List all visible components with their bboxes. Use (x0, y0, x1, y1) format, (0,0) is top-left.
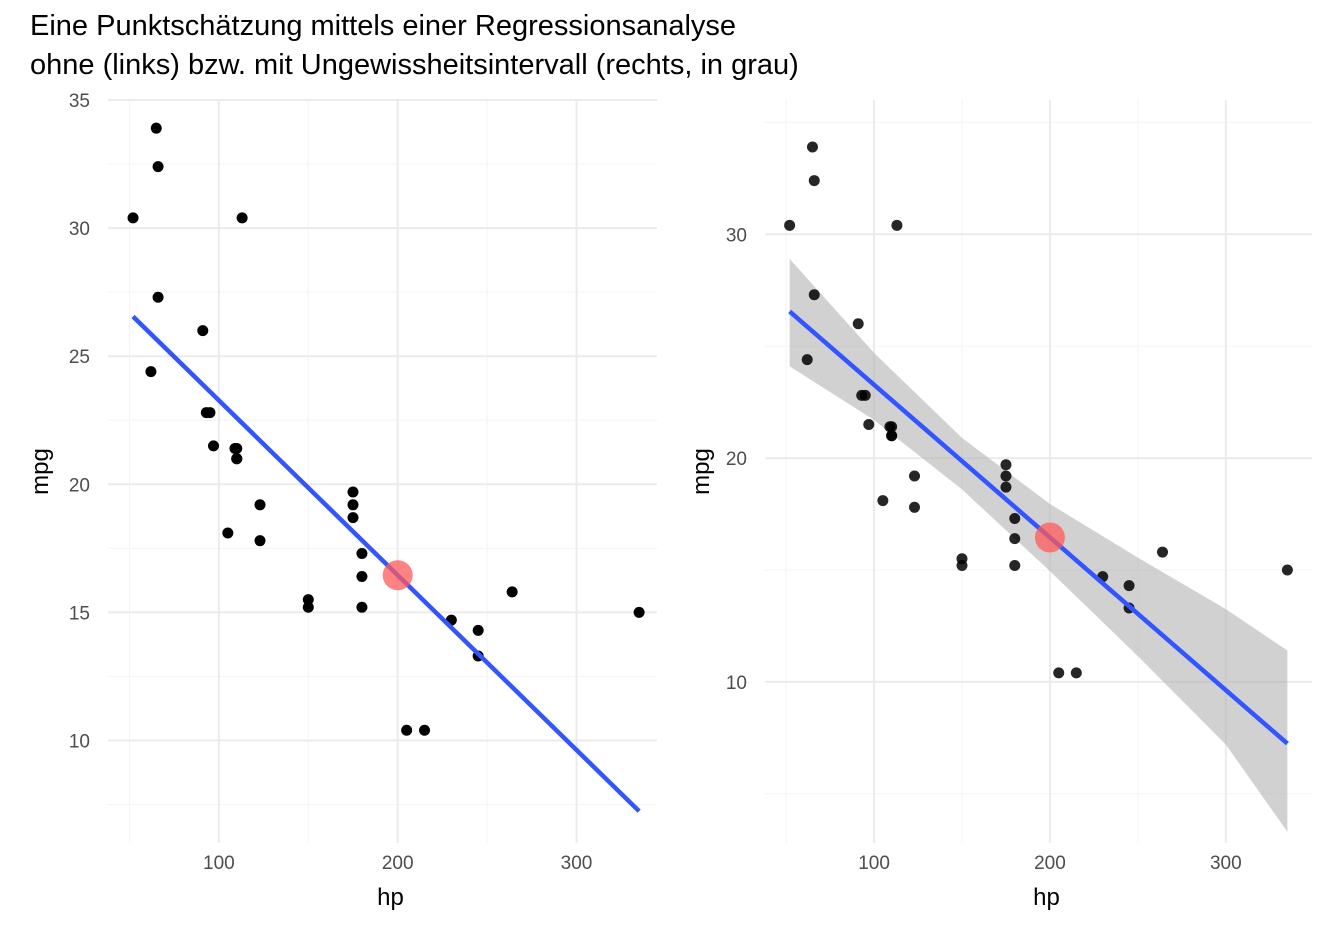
data-point (806, 141, 818, 153)
chart-title-line-2: ohne (links) bzw. mit Ungewissheitsinter… (30, 49, 799, 81)
data-point (1123, 580, 1135, 592)
y-tick-label: 30 (726, 225, 747, 246)
y-axis-title: mpg (27, 448, 54, 495)
data-point (152, 291, 164, 303)
y-tick-label: 10 (726, 673, 747, 694)
data-point (472, 624, 484, 636)
data-point (877, 495, 889, 507)
data-point (236, 212, 248, 224)
data-point (886, 430, 898, 442)
y-tick-label: 25 (69, 347, 90, 368)
data-point (1009, 559, 1021, 571)
data-point (204, 407, 216, 419)
data-point (347, 499, 359, 511)
data-point (401, 724, 413, 736)
data-point (231, 453, 243, 465)
point-estimate-marker (382, 560, 413, 591)
y-axis-title: mpg (688, 448, 715, 495)
data-point (801, 354, 813, 366)
y-tick-label: 20 (69, 475, 90, 496)
regression-line (788, 309, 1289, 746)
data-point (229, 442, 241, 454)
data-point (859, 389, 871, 401)
data-point (1000, 470, 1012, 482)
data-point (891, 219, 903, 231)
data-point (347, 512, 359, 524)
panel-left: 100 200 300 10 15 20 25 30 35 hp mpg (27, 91, 657, 911)
y-tick-label: 35 (69, 91, 90, 112)
data-point (909, 501, 921, 513)
data-point (1009, 512, 1021, 524)
data-point (127, 212, 139, 224)
data-point (863, 419, 875, 431)
data-point (1281, 564, 1293, 576)
regression-line (131, 314, 641, 813)
x-tick-label: 300 (1210, 853, 1242, 874)
data-point (356, 547, 368, 559)
x-axis-title: hp (1033, 884, 1060, 911)
data-point (208, 440, 220, 452)
data-point (419, 724, 431, 736)
data-point (1000, 481, 1012, 493)
x-tick-label: 200 (382, 853, 414, 874)
data-point (197, 325, 209, 337)
chart-title-line-1: Eine Punktschätzung mittels einer Regres… (30, 10, 737, 42)
y-tick-label: 15 (69, 603, 90, 624)
panel-right: 100 200 300 10 20 30 hp mpg (688, 100, 1312, 911)
data-point (356, 601, 368, 613)
data-point (1009, 533, 1021, 545)
data-point (254, 535, 266, 547)
data-point (633, 606, 645, 618)
y-tick-label: 10 (69, 732, 90, 753)
data-point (222, 527, 234, 539)
x-tick-label: 200 (1034, 853, 1066, 874)
point-estimate-marker (1034, 522, 1065, 553)
y-tick-label: 30 (69, 219, 90, 240)
x-tick-label: 100 (203, 853, 235, 874)
data-point (808, 175, 820, 187)
x-axis-title: hp (377, 884, 404, 911)
y-tick-label: 20 (726, 449, 747, 470)
data-point (884, 421, 896, 433)
data-point (254, 499, 266, 511)
x-tick-label: 300 (561, 853, 593, 874)
data-point (302, 601, 314, 613)
data-point (150, 122, 162, 134)
data-point (347, 486, 359, 498)
data-point (145, 366, 157, 378)
data-point (1053, 667, 1065, 679)
data-point (909, 470, 921, 482)
data-point (852, 318, 864, 330)
data-point (356, 571, 368, 583)
data-point (152, 161, 164, 173)
data-point (1156, 546, 1168, 558)
x-tick-label: 100 (858, 853, 890, 874)
data-point (506, 586, 518, 598)
data-point (1070, 667, 1082, 679)
data-point (1000, 459, 1012, 471)
data-point (784, 219, 796, 231)
data-point (956, 559, 968, 571)
data-point (302, 594, 314, 606)
data-point (808, 289, 820, 301)
